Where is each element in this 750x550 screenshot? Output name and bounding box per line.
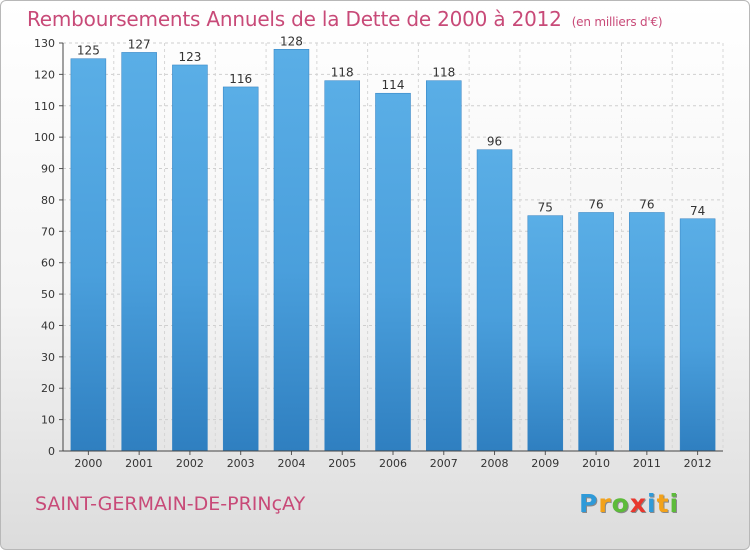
logo-letter: P <box>579 489 599 518</box>
bar-2001 <box>121 52 157 452</box>
y-tick-label: 0 <box>48 445 55 458</box>
bar-2012 <box>679 218 716 452</box>
chart-title-text: Remboursements Annuels de la Dette de 20… <box>27 7 562 31</box>
x-tick-label: 2012 <box>684 457 712 470</box>
y-tick-label: 40 <box>41 319 55 332</box>
bar-2006 <box>375 92 411 452</box>
x-tick-label: 2001 <box>125 457 153 470</box>
y-tick-label: 30 <box>41 351 55 364</box>
value-label: 116 <box>229 72 252 86</box>
bar-2010 <box>578 212 614 452</box>
y-tick-label: 130 <box>34 37 55 50</box>
value-label: 75 <box>538 201 553 215</box>
y-tick-label: 10 <box>41 414 55 427</box>
chart-title: Remboursements Annuels de la Dette de 20… <box>27 7 663 31</box>
x-tick-label: 2009 <box>531 457 559 470</box>
value-label: 76 <box>639 197 654 211</box>
bar-2011 <box>629 212 665 452</box>
bar-2004 <box>273 49 310 452</box>
y-tick-label: 90 <box>41 163 55 176</box>
logo-letter: t <box>656 489 670 518</box>
x-tick-label: 2005 <box>328 457 356 470</box>
value-label: 74 <box>690 204 705 218</box>
bar-2007 <box>426 80 462 452</box>
logo-letter: i <box>669 489 680 518</box>
bar-2009 <box>527 215 564 452</box>
logo-letter: x <box>629 489 647 518</box>
y-tick-label: 70 <box>41 225 55 238</box>
bar-2005 <box>324 80 360 452</box>
bar-2008 <box>476 149 513 452</box>
bar-2003 <box>222 86 259 452</box>
x-tick-label: 2006 <box>379 457 407 470</box>
commune-name: SAINT-GERMAIN-DE-PRINçAY <box>35 493 306 515</box>
y-tick-label: 100 <box>34 131 55 144</box>
y-tick-label: 20 <box>41 382 55 395</box>
value-label: 76 <box>588 197 603 211</box>
value-label: 127 <box>128 37 151 51</box>
value-label: 128 <box>280 34 303 48</box>
y-tick-label: 50 <box>41 288 55 301</box>
value-label: 123 <box>178 50 201 64</box>
value-label: 118 <box>331 66 354 80</box>
bar-2002 <box>172 64 208 452</box>
x-tick-label: 2010 <box>582 457 610 470</box>
value-label: 114 <box>382 78 405 92</box>
value-label: 118 <box>432 66 455 80</box>
x-tick-label: 2004 <box>277 457 305 470</box>
x-tick-label: 2008 <box>481 457 509 470</box>
x-tick-label: 2007 <box>430 457 458 470</box>
x-tick-label: 2003 <box>227 457 255 470</box>
y-tick-label: 110 <box>34 100 55 113</box>
bar-2000 <box>70 58 107 452</box>
x-tick-label: 2002 <box>176 457 204 470</box>
y-tick-label: 60 <box>41 257 55 270</box>
y-tick-label: 120 <box>34 68 55 81</box>
value-label: 125 <box>77 44 100 58</box>
chart-unit: (en milliers d'€) <box>571 15 663 29</box>
value-label: 96 <box>487 135 502 149</box>
logo-letter: i <box>647 489 657 518</box>
proxiti-logo: Proxiti <box>579 489 679 518</box>
logo-letter: r <box>598 489 612 518</box>
x-tick-label: 2000 <box>74 457 102 470</box>
y-tick-label: 80 <box>41 194 55 207</box>
logo-letter: o <box>611 489 630 518</box>
x-tick-label: 2011 <box>633 457 661 470</box>
